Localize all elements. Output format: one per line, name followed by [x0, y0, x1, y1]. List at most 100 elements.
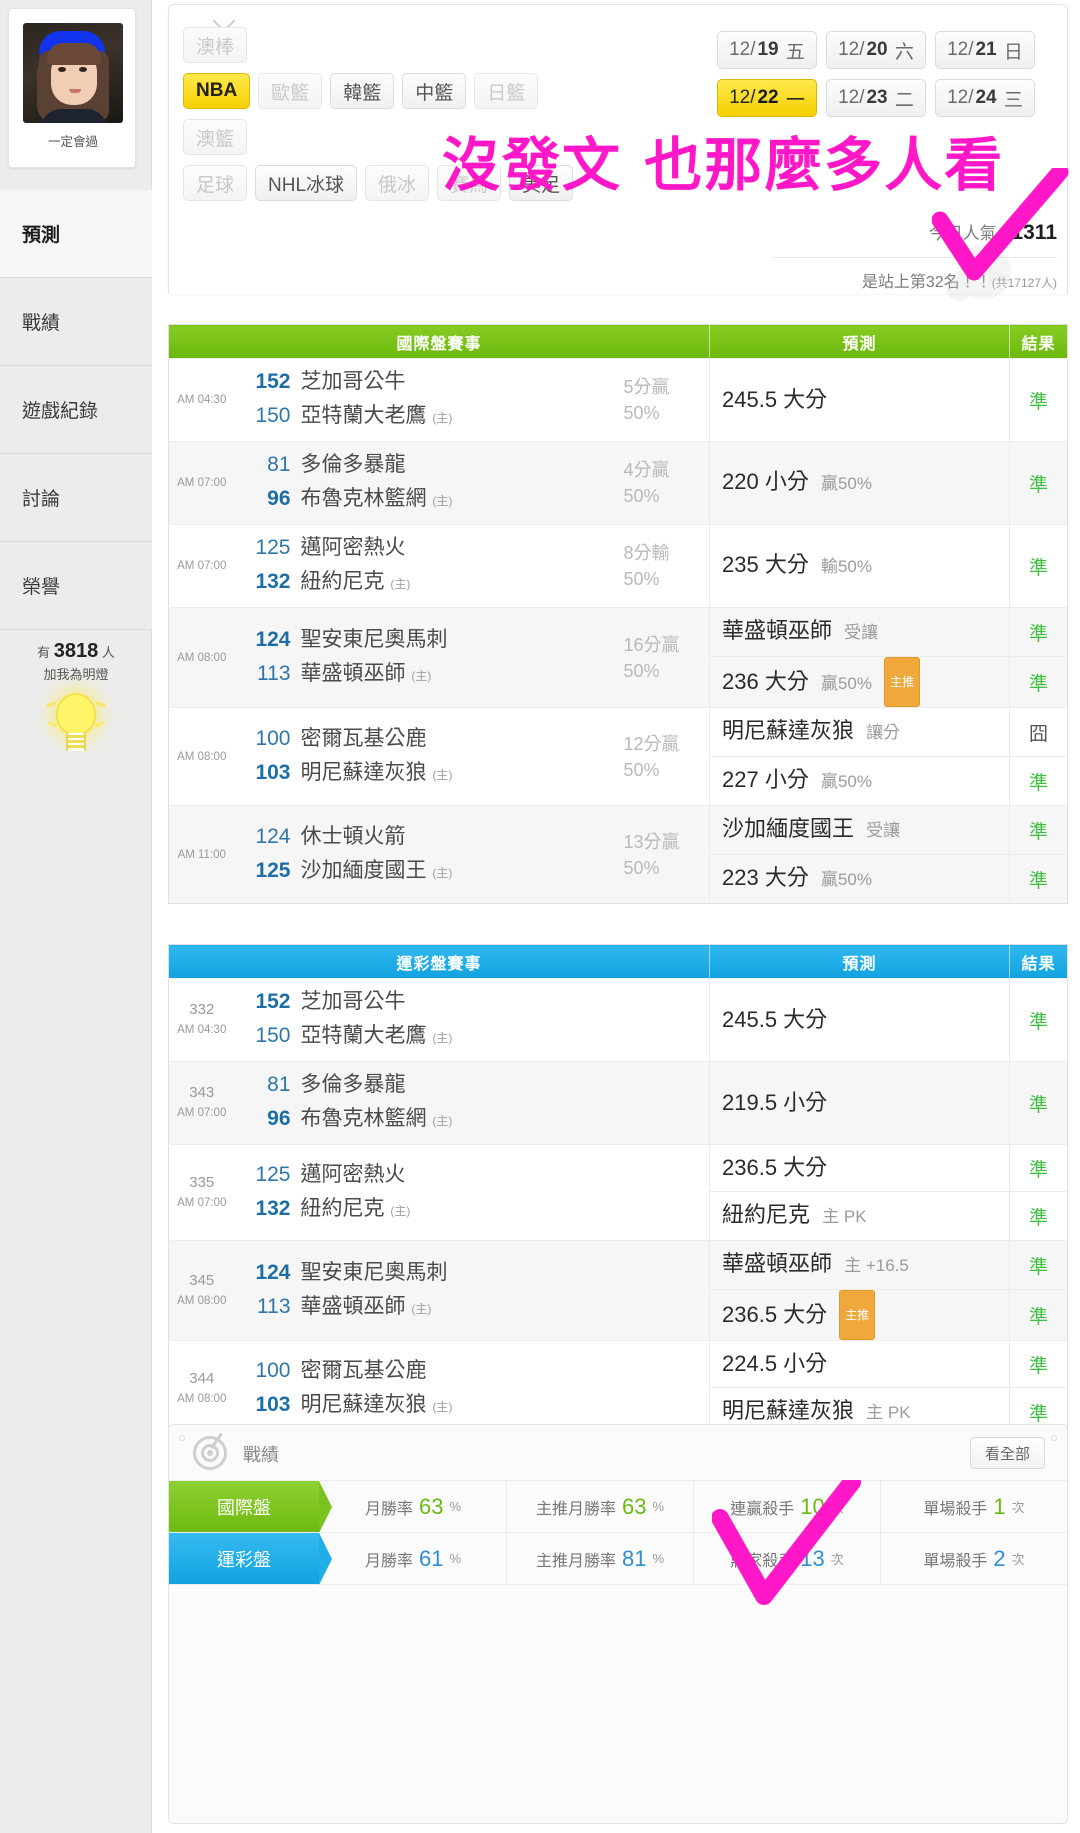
table-row[interactable]: AM 11:00 124 休士頓火箭 125 沙加緬度國王 (主)	[168, 805, 1068, 904]
category-chip-soccer[interactable]: 足球	[183, 165, 248, 201]
table-row-extra[interactable]: 紐約尼克 主 PK 準	[169, 1191, 1068, 1241]
prediction-text: 245.5 大分	[722, 1007, 828, 1032]
prediction-line: 223 大分 贏50%	[722, 855, 1009, 903]
sidebar-item-discussion[interactable]: 討論	[0, 454, 152, 542]
date-day: 20	[866, 39, 888, 60]
record-summary-panel: 戰績 看全部 國際盤 月勝率 63 % 主推月勝率 63 % 連贏殺手 10	[168, 1424, 1068, 1824]
sport-category-filters: 澳棒 NBA 歐籃 韓籃 中籃 日籃 澳籃 足球 NHL冰球 俄冰 賽馬	[183, 27, 613, 211]
sidebar-item-label: 討論	[22, 489, 61, 510]
cell-unit: 次	[830, 1500, 844, 1515]
table-row[interactable]: 335 AM 07:00 125 邁阿密熱火 132 紐約尼克 (主)	[168, 1144, 1068, 1241]
cell-match: 81 多倫多暴龍 96 布魯克林籃網 (主)	[234, 441, 620, 525]
cell-value: 10	[800, 1493, 825, 1519]
table-row-extra[interactable]: 223 大分 贏50% 準	[169, 854, 1068, 904]
cell-match: 100 密爾瓦基公鹿 103 明尼蘇達灰狼 (主)	[234, 1340, 710, 1437]
team-name: 多倫多暴龍	[300, 453, 406, 476]
chevron-down-icon[interactable]	[213, 13, 239, 27]
table-row[interactable]: AM 08:00 100 密爾瓦基公鹿 103 明尼蘇達灰狼 (主)	[168, 707, 1068, 806]
table-row-extra[interactable]: 236 大分 贏50% 主推 準	[169, 656, 1068, 708]
cell-time: 332 AM 04:30	[168, 978, 235, 1062]
date-chip-12-20[interactable]: 12/20 六	[826, 31, 926, 69]
record-row-lottery: 運彩盤 月勝率 61 % 主推月勝率 81 % 莊家殺手 13 次 單場殺	[169, 1533, 1067, 1585]
table-row[interactable]: AM 04:30 152 芝加哥公牛 150 亞特蘭大老鷹 (主)	[168, 358, 1068, 442]
category-row-1: 澳棒	[183, 27, 613, 63]
divider	[773, 257, 1057, 258]
prediction-text: 華盛頓巫師	[722, 1251, 833, 1276]
team-name: 沙加緬度國王 (主)	[301, 854, 453, 890]
category-chip-aus-baseball[interactable]: 澳棒	[183, 27, 248, 63]
cell-spread: 5分贏 50%	[619, 358, 710, 442]
team-name: 邁阿密熱火	[300, 1162, 406, 1186]
profile-card[interactable]: 一定會過	[8, 8, 136, 168]
category-row-3: 澳籃	[183, 119, 613, 155]
category-chip-nhl[interactable]: NHL冰球	[255, 165, 358, 201]
date-weekday: 日	[1003, 41, 1023, 63]
category-chip-china-basketball[interactable]: 中籃	[402, 73, 467, 109]
cell-result: 準	[1009, 805, 1068, 855]
team-name: 華盛頓巫師 (主)	[301, 1290, 432, 1326]
table-row[interactable]: 345 AM 08:00 124 聖安東尼奧馬刺 113 華盛頓巫師 (主)	[168, 1240, 1068, 1341]
lottery-odds-table: 運彩盤賽事 預測 結果 332 AM 04:30 152	[168, 944, 1068, 1437]
category-chip-nba[interactable]: NBA	[183, 73, 251, 109]
prediction-text: 236 大分	[722, 669, 809, 694]
cell-time: 343 AM 07:00	[168, 1061, 235, 1145]
lamp-prefix: 有	[37, 645, 51, 660]
team-away: 124 聖安東尼奧馬刺	[245, 1256, 710, 1290]
date-chip-12-22[interactable]: 12/22 一	[717, 79, 817, 117]
date-chip-12-24[interactable]: 12/24 三	[935, 79, 1035, 117]
sidebar-item-game-log[interactable]: 遊戲紀錄	[0, 366, 152, 454]
date-chip-12-19[interactable]: 12/19 五	[717, 31, 817, 69]
cell-unit: %	[449, 1551, 462, 1566]
prediction-sub: 贏50%	[820, 474, 872, 493]
category-chip-japan-basketball[interactable]: 日籃	[474, 73, 539, 109]
game-number: 332	[189, 1001, 215, 1018]
date-chip-12-21[interactable]: 12/21 日	[935, 31, 1035, 69]
category-chip-russia-hockey[interactable]: 俄冰	[365, 165, 430, 201]
table-row[interactable]: 343 AM 07:00 81 多倫多暴龍 96 布魯克林籃網 (主)	[168, 1061, 1068, 1145]
table-row-extra[interactable]: 236.5 大分 主推 準	[169, 1289, 1068, 1341]
cell-prediction: 245.5 大分	[709, 358, 1010, 442]
date-chip-12-23[interactable]: 12/23 二	[826, 79, 926, 117]
th-prediction: 預測	[709, 324, 1010, 359]
table-row[interactable]: AM 07:00 125 邁阿密熱火 132 紐約尼克 (主)	[168, 524, 1068, 608]
cell-result: 準	[1009, 1144, 1068, 1192]
category-chip-aus-basketball[interactable]: 澳籃	[183, 119, 248, 155]
sidebar-item-honor[interactable]: 榮譽	[0, 542, 152, 630]
category-chip-korea-basketball[interactable]: 韓籃	[330, 73, 395, 109]
prediction-text: 227 小分	[722, 767, 809, 792]
home-marker: (主)	[432, 767, 453, 782]
spread-pct: 50%	[623, 486, 660, 506]
th-result: 結果	[1009, 944, 1068, 979]
prediction-sub: 受讓	[866, 821, 901, 840]
view-all-button[interactable]: 看全部	[969, 1437, 1045, 1469]
avatar[interactable]	[23, 23, 123, 123]
sidebar-item-prediction[interactable]: 預測	[0, 190, 152, 278]
table-row[interactable]: AM 08:00 124 聖安東尼奧馬刺 113 華盛頓巫師 (主)	[168, 607, 1068, 708]
cell-prediction: 236.5 大分	[709, 1144, 1010, 1192]
table-row[interactable]: AM 07:00 81 多倫多暴龍 96 布魯克林籃網 (主)	[168, 441, 1068, 525]
spread-pct: 50%	[623, 403, 660, 423]
table-row-extra[interactable]: 227 小分 贏50% 準	[169, 756, 1068, 806]
cell-spread: 16分贏 50%	[619, 607, 710, 708]
team-name: 布魯克林籃網 (主)	[301, 482, 453, 518]
team-score: 150	[255, 404, 291, 427]
table-row[interactable]: 332 AM 04:30 152 芝加哥公牛 150 亞特蘭大老鷹 (主)	[168, 978, 1068, 1062]
th-prediction: 預測	[709, 944, 1010, 979]
cell-time: AM 07:00	[168, 441, 235, 525]
watermark-logo-icon	[943, 241, 1029, 303]
table-row[interactable]: 344 AM 08:00 100 密爾瓦基公鹿 103 明尼蘇達灰狼 (主)	[168, 1340, 1068, 1437]
sidebar-item-record[interactable]: 戰績	[0, 278, 152, 366]
th-result: 結果	[1009, 324, 1068, 359]
team-home: 150 亞特蘭大老鷹 (主)	[245, 399, 620, 435]
prediction-sub: 贏50%	[820, 772, 872, 791]
category-chip-nfl[interactable]: 美足	[509, 165, 574, 201]
prediction-sub: 主 PK	[822, 1207, 867, 1226]
category-chip-horse-racing[interactable]: 賽馬	[437, 165, 502, 201]
team-score: 124	[255, 824, 291, 848]
team-away: 100 密爾瓦基公鹿	[245, 1354, 710, 1388]
sidebar-nav: 預測 戰績 遊戲紀錄 討論 榮譽	[0, 190, 152, 630]
lottery-odds-table-wrap: 運彩盤賽事 預測 結果 332 AM 04:30 152	[168, 944, 1068, 1437]
category-chip-euro-basketball[interactable]: 歐籃	[258, 73, 323, 109]
cell-result: 準	[1009, 1191, 1068, 1241]
